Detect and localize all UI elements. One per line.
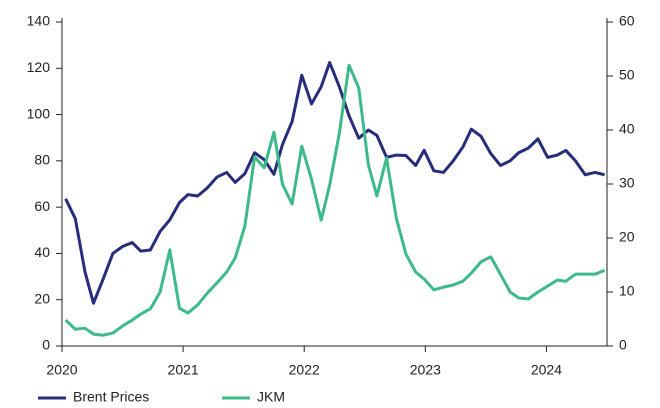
- y2-tick-label: 10: [619, 283, 635, 299]
- y-tick-label: 60: [34, 198, 50, 214]
- y2-tick-label: 20: [619, 229, 635, 245]
- x-tick-label: 2020: [46, 362, 77, 378]
- x-tick-label: 2021: [168, 362, 199, 378]
- y-tick-label: 100: [27, 105, 51, 121]
- legend-label: Brent Prices: [73, 389, 149, 405]
- y-tick-label: 80: [34, 152, 50, 168]
- y-tick-label: 0: [42, 337, 50, 353]
- y2-tick-label: 0: [619, 337, 627, 353]
- line-series: [64, 61, 605, 305]
- x-tick-label: 2022: [289, 362, 320, 378]
- x-tick-label: 2024: [531, 362, 562, 378]
- line-series: [64, 63, 606, 337]
- y2-tick-label: 60: [619, 13, 635, 29]
- x-tick-label: 2023: [410, 362, 441, 378]
- y-tick-label: 140: [27, 13, 51, 29]
- y-tick-label: 20: [34, 290, 50, 306]
- y2-tick-label: 30: [619, 175, 635, 191]
- legend-label: JKM: [257, 389, 285, 405]
- y-tick-label: 120: [27, 59, 51, 75]
- y2-tick-label: 50: [619, 67, 635, 83]
- y2-tick-label: 40: [619, 121, 635, 137]
- y-tick-label: 40: [34, 244, 50, 260]
